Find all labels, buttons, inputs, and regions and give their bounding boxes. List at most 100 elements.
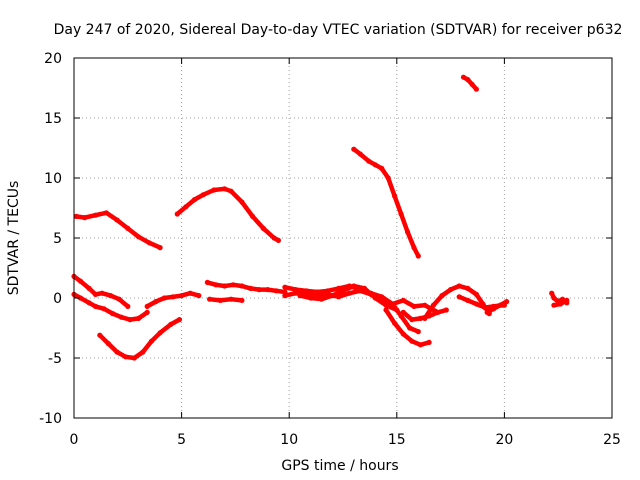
data-point — [473, 86, 479, 92]
x-tick-label: 10 — [280, 432, 298, 448]
data-point — [417, 315, 424, 321]
data-point — [504, 299, 510, 305]
data-point — [400, 331, 406, 337]
series-line — [297, 283, 400, 313]
data-point — [82, 215, 88, 221]
data-point — [346, 290, 353, 296]
data-point — [207, 296, 213, 302]
data-point — [239, 199, 245, 205]
data-point — [157, 330, 163, 336]
data-point — [222, 186, 228, 192]
series-track-7 — [97, 317, 182, 361]
data-point — [114, 217, 120, 223]
series-track-1 — [73, 210, 163, 251]
data-point — [357, 151, 363, 157]
data-point — [340, 288, 346, 294]
data-point — [473, 291, 479, 297]
data-point — [392, 320, 398, 326]
data-point — [491, 306, 497, 312]
data-point — [385, 175, 391, 181]
data-point — [405, 229, 411, 235]
x-tick-label: 0 — [70, 432, 79, 448]
data-point — [551, 295, 557, 301]
data-point — [383, 307, 389, 313]
data-point — [392, 193, 398, 199]
series-layer — [71, 74, 570, 361]
data-point — [99, 290, 105, 296]
data-point — [308, 295, 314, 301]
data-point — [318, 296, 325, 302]
data-point — [179, 293, 185, 299]
data-point — [101, 306, 107, 312]
x-tick-label: 20 — [495, 432, 513, 448]
data-point — [400, 309, 406, 315]
data-point — [196, 293, 202, 299]
data-point — [77, 278, 84, 284]
data-point — [144, 303, 150, 309]
data-point — [411, 245, 417, 251]
data-point — [430, 302, 436, 308]
data-point — [168, 321, 174, 327]
data-point — [86, 300, 92, 306]
data-point — [469, 81, 475, 87]
data-point — [372, 162, 378, 168]
series-line — [205, 280, 288, 295]
data-point — [297, 293, 303, 299]
data-point — [161, 295, 167, 301]
series-track-13 — [297, 283, 400, 313]
data-point — [86, 285, 92, 291]
data-point — [136, 315, 142, 321]
data-point — [351, 146, 357, 152]
series-line — [71, 292, 150, 322]
data-point — [230, 282, 236, 288]
data-point — [146, 240, 152, 246]
series-track-20 — [551, 297, 570, 308]
data-point — [426, 339, 432, 345]
data-point — [116, 296, 122, 302]
data-point — [422, 302, 428, 308]
x-axis-title: GPS time / hours — [281, 458, 398, 474]
data-point — [191, 197, 198, 203]
data-point — [465, 77, 471, 83]
data-point — [448, 287, 454, 293]
data-point — [293, 287, 299, 293]
data-point — [92, 291, 99, 297]
data-point — [325, 288, 331, 294]
data-point — [183, 204, 189, 210]
data-point — [92, 303, 99, 309]
data-point — [77, 295, 84, 301]
y-tick-label: 10 — [44, 171, 62, 187]
data-point — [409, 338, 415, 344]
data-point — [200, 192, 206, 198]
data-point — [118, 314, 124, 320]
data-point — [273, 288, 279, 294]
series-track-6 — [71, 273, 131, 309]
data-point — [282, 293, 288, 299]
data-point — [409, 317, 415, 323]
series-track-14 — [383, 307, 432, 348]
data-point — [465, 285, 471, 291]
series-track-3 — [351, 146, 421, 259]
series-track-12 — [282, 288, 439, 314]
data-point — [148, 338, 155, 344]
data-point — [125, 225, 131, 231]
data-point — [131, 355, 137, 361]
data-point — [329, 293, 335, 299]
data-point — [456, 283, 462, 289]
data-point — [435, 309, 441, 315]
data-point — [379, 165, 385, 171]
grid-lines — [74, 58, 612, 418]
data-point — [108, 293, 114, 299]
y-tick-label: 20 — [44, 51, 62, 67]
data-point — [484, 309, 490, 315]
data-point — [417, 342, 424, 348]
data-point — [228, 296, 234, 302]
data-point — [140, 349, 146, 355]
data-point — [228, 188, 234, 194]
y-tick-label: -10 — [39, 411, 62, 427]
data-point — [222, 283, 228, 289]
data-point — [372, 295, 378, 301]
data-point — [97, 332, 103, 338]
data-point — [92, 212, 99, 218]
